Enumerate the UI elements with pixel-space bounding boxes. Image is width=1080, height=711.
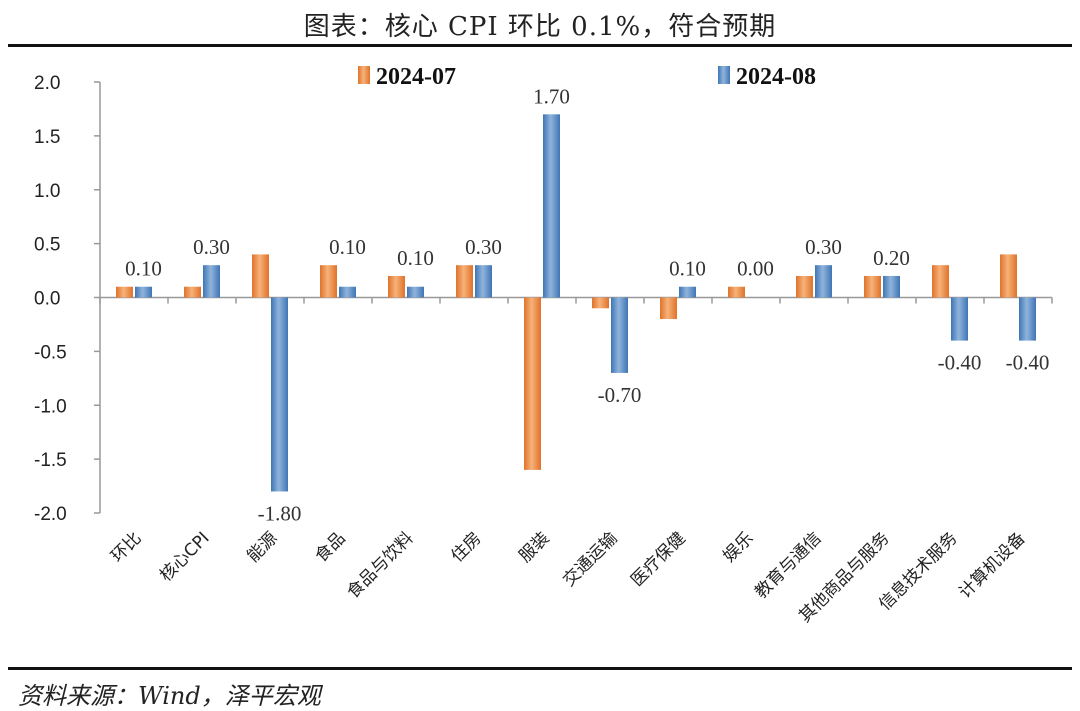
- source-note: 资料来源：Wind，泽平宏观: [18, 682, 321, 710]
- category-label: 食品与饮料: [343, 528, 417, 602]
- category-label: 交通运输: [559, 528, 621, 590]
- y-tick-label: -0.5: [34, 342, 67, 363]
- category-label: 食品: [311, 528, 349, 566]
- y-tick-label: -1.5: [34, 450, 67, 471]
- category-label: 娱乐: [719, 528, 757, 566]
- data-label: -0.70: [598, 383, 642, 407]
- data-label: 0.30: [193, 235, 230, 259]
- category-label: 计算机设备: [955, 528, 1029, 602]
- category-label: 能源: [243, 528, 281, 566]
- category-label: 环比: [107, 528, 145, 566]
- data-label: -1.80: [258, 501, 302, 525]
- y-tick-label: 1.0: [34, 181, 60, 202]
- bar-chart: 2.0 1.5 1.0 0.5 0.0 -0.5 -1.0 -1.5 -2.0 0.10 环比 0.3…: [34, 64, 1053, 627]
- data-label: 1.70: [533, 84, 570, 108]
- bar-2024-07: [932, 265, 949, 298]
- y-tick-label: 2.0: [34, 73, 60, 94]
- bar-2024-08: [407, 286, 424, 298]
- chart-title: 图表：核心 CPI 环比 0.1%，符合预期: [303, 12, 777, 42]
- y-tick-label: -1.0: [34, 396, 67, 417]
- data-label: 0.00: [737, 257, 774, 281]
- bar-2024-07: [728, 286, 745, 298]
- bar-2024-07: [456, 265, 473, 298]
- bar-2024-08: [339, 286, 356, 298]
- category-label: 医疗保健: [627, 528, 689, 590]
- bar-2024-08: [679, 286, 696, 298]
- bar-2024-08: [951, 297, 968, 341]
- bar-2024-07: [252, 254, 269, 298]
- category-label: 住房: [447, 528, 485, 566]
- bar-2024-07: [592, 297, 609, 309]
- y-tick-label: 1.5: [34, 127, 60, 148]
- bar-2024-07: [184, 286, 201, 298]
- bar-2024-08: [203, 265, 220, 298]
- data-label: 0.30: [805, 235, 842, 259]
- bottom-rule: [8, 667, 1072, 670]
- y-tick-label: 0.5: [34, 235, 60, 256]
- bar-2024-07: [864, 275, 881, 298]
- data-label: -0.40: [1006, 351, 1050, 375]
- data-label: 0.30: [465, 235, 502, 259]
- bar-2024-08: [543, 114, 560, 298]
- bar-2024-08: [271, 297, 288, 492]
- bar-2024-07: [116, 286, 133, 298]
- top-rule: [8, 44, 1072, 47]
- data-label: 0.10: [669, 257, 706, 281]
- category-label: 教育与通信: [751, 528, 825, 602]
- bar-2024-08: [1019, 297, 1036, 341]
- bar-2024-08: [475, 265, 492, 298]
- legend-2024-08-label: 2024-08: [736, 64, 816, 90]
- legend-2024-07-swatch: [358, 66, 370, 84]
- bar-2024-07: [1000, 254, 1017, 298]
- data-label: 0.10: [125, 257, 162, 281]
- bar-2024-08: [815, 265, 832, 298]
- bar-2024-07: [796, 275, 813, 298]
- y-tick-label: -2.0: [34, 504, 67, 525]
- bar-2024-07: [660, 297, 677, 320]
- bar-2024-07: [388, 275, 405, 298]
- y-tick-label: 0.0: [34, 289, 60, 310]
- legend-2024-08-swatch: [718, 66, 730, 84]
- category-label: 服装: [515, 528, 553, 566]
- bar-2024-08: [135, 286, 152, 298]
- data-label: 0.20: [873, 246, 910, 270]
- bar-2024-08: [883, 275, 900, 298]
- legend-2024-07-label: 2024-07: [376, 64, 456, 90]
- data-label: -0.40: [938, 351, 982, 375]
- data-label: 0.10: [329, 235, 366, 259]
- data-label: 0.10: [397, 246, 434, 270]
- category-label: 核心CPI: [156, 528, 213, 585]
- bar-2024-07: [524, 297, 541, 470]
- bar-2024-08: [611, 297, 628, 373]
- bar-2024-07: [320, 265, 337, 298]
